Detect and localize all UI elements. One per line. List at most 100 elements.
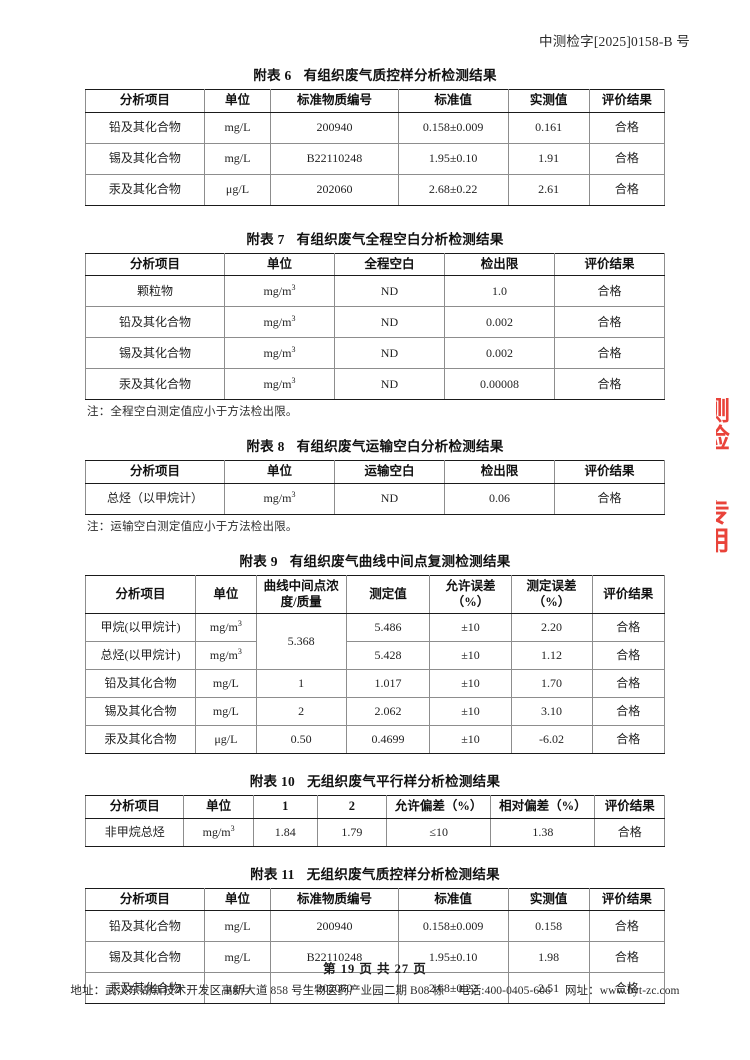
col-detection-limit: 检出限 <box>443 252 555 277</box>
cell-analysis-item: 颗粒物 <box>85 275 225 308</box>
cell-unit: mg/m3 <box>195 613 257 643</box>
cell-evaluation: 合格 <box>553 337 666 370</box>
col-full-blank: 全程空白 <box>333 252 445 277</box>
table-10: 分析项目 单位 1 2 允许偏差（%） 相对偏差（%） 评价结果 非甲烷总烃 m… <box>84 795 665 847</box>
col-measured-value: 实测值 <box>507 887 590 912</box>
cell-unit: mg/L <box>203 111 272 144</box>
col-measured-value: 实测值 <box>507 89 590 113</box>
col-evaluation: 评价结果 <box>591 574 666 615</box>
cell-standard-value: 1.95±0.10 <box>397 142 509 175</box>
footer-address: 地址：武汉东湖新技术开发区高新大道 858 号生物医药产业园二期 B08 栋 <box>70 985 445 997</box>
col-measured-error: 测定误差 （%） <box>510 574 593 615</box>
cell-analysis-item: 铅及其化合物 <box>85 306 225 339</box>
cell-unit: mg/L <box>203 142 272 175</box>
cell-evaluation: 合格 <box>591 669 666 699</box>
cell-measured-value: 0.161 <box>507 111 590 144</box>
table-9-label: 附表 9 <box>239 553 278 569</box>
table-row: 非甲烷总烃 mg/m3 1.84 1.79 ≤10 1.38 合格 <box>84 817 665 847</box>
cell-detection-limit: 0.002 <box>443 306 555 339</box>
col-unit: 单位 <box>223 460 335 484</box>
cell-analysis-item: 汞及其化合物 <box>85 725 196 755</box>
page-number: 第 19 页 共 27 页 <box>323 962 427 976</box>
cell-standard-value: 2.68±0.22 <box>397 173 509 206</box>
table-9-caption: 有组织废气曲线中间点复测检测结果 <box>289 553 511 569</box>
table-10-label: 附表 10 <box>249 774 296 790</box>
col-allowed-deviation: 允许偏差（%） <box>386 795 492 819</box>
table-10-title: 附表 10 无组织废气平行样分析检测结果 <box>85 770 665 790</box>
cell-allowed-error: ±10 <box>429 669 512 699</box>
cell-analysis-item: 总烃(以甲烷计) <box>85 641 196 671</box>
cell-analysis-item: 铅及其化合物 <box>85 910 205 943</box>
cell-sample-2: 1.79 <box>316 817 388 847</box>
col-reference-material-no: 标准物质编号 <box>270 887 399 912</box>
cell-evaluation: 合格 <box>588 111 666 144</box>
cell-sample-1: 1.84 <box>252 817 318 847</box>
table-row: 铅及其化合物 mg/L 200940 0.158±0.009 0.161 合格 <box>85 111 666 144</box>
cell-detection-limit: 0.00008 <box>443 368 555 401</box>
cell-reference-material-no: 202060 <box>270 972 399 1005</box>
cell-allowed-error: ±10 <box>429 641 512 671</box>
table-9-header-row: 分析项目 单位 曲线中间点浓 度/质量 测定值 允许误差 （%） 测定误差 （%） 评… <box>85 574 666 615</box>
col-detection-limit: 检出限 <box>443 460 555 484</box>
table-7-caption: 有组织废气全程空白分析检测结果 <box>296 231 504 247</box>
col-standard-value: 标准值 <box>397 89 509 113</box>
table-row: 总烃（以甲烷计） mg/m3 ND 0.06 合格 <box>85 482 666 515</box>
cell-detection-limit: 1.0 <box>443 275 555 308</box>
table-block-10: 附表 10 无组织废气平行样分析检测结果 分析项目 单位 1 2 允许偏差（%） … <box>84 770 665 847</box>
table-9-title: 附表 9 有组织废气曲线中间点复测检测结果 <box>85 550 665 570</box>
col-analysis-item: 分析项目 <box>84 795 185 819</box>
table-10-caption: 无组织废气平行样分析检测结果 <box>307 774 501 790</box>
table-11-label: 附表 11 <box>250 866 295 882</box>
cell-analysis-item: 非甲烷总烃 <box>84 817 185 847</box>
table-row: 铅及其化合物 mg/m3 ND 0.002 合格 <box>85 306 666 339</box>
cell-unit: μg/L <box>195 725 257 755</box>
cell-measured-value: 2.61 <box>507 173 590 206</box>
col-unit: 单位 <box>183 795 254 819</box>
cell-detection-limit: 0.002 <box>443 337 555 370</box>
cell-evaluation: 合格 <box>591 725 666 755</box>
table-11: 分析项目 单位 标准物质编号 标准值 实测值 评价结果 铅及其化合物 mg/L … <box>85 887 666 1005</box>
col-evaluation: 评价结果 <box>553 460 666 484</box>
col-sample-2: 2 <box>316 795 388 819</box>
table-block-8: 附表 8 有组织废气运输空白分析检测结果 分析项目 单位 运输空白 检出限 评价结… <box>85 435 666 534</box>
cell-analysis-item: 汞及其化合物 <box>85 972 205 1005</box>
table-block-6: 附表 6 有组织废气质控样分析检测结果 分析项目 单位 标准物质编号 标准值 实测… <box>85 64 666 206</box>
cell-unit: mg/m3 <box>223 337 335 370</box>
table-row: 锡及其化合物 mg/L B22110248 1.95±0.10 1.91 合格 <box>85 142 666 175</box>
cell-evaluation: 合格 <box>588 972 666 1005</box>
col-unit: 单位 <box>223 252 335 277</box>
col-evaluation: 评价结果 <box>588 89 666 113</box>
table-8-title: 附表 8 有组织废气运输空白分析检测结果 <box>85 435 665 455</box>
col-sample-1: 1 <box>252 795 318 819</box>
cell-reference-material-no: 200940 <box>270 111 399 144</box>
cell-standard-value: 0.158±0.009 <box>397 111 509 144</box>
cell-evaluation: 合格 <box>588 910 666 943</box>
cell-standard-value: 1.95±0.10 <box>397 941 509 974</box>
table-7: 分析项目 单位 全程空白 检出限 评价结果 颗粒物 mg/m3 ND 1.0 合… <box>85 252 666 401</box>
table-row: 汞及其化合物 mg/m3 ND 0.00008 合格 <box>85 368 666 401</box>
cell-unit: μg/L <box>203 972 272 1005</box>
cell-unit: mg/L <box>203 910 272 943</box>
table-row: 汞及其化合物 μg/L 202060 2.68±0.22 2.51 合格 <box>85 972 666 1005</box>
cell-allowed-error: ±10 <box>429 725 512 755</box>
table-6-label: 附表 6 <box>253 68 292 83</box>
cell-analysis-item: 汞及其化合物 <box>85 173 205 206</box>
table-11-caption: 无组织废气质控样分析检测结果 <box>306 866 500 882</box>
cell-curve-midpoint-merged: 5.368 <box>255 613 347 671</box>
cell-curve-midpoint: 1 <box>255 669 347 699</box>
cell-analysis-item: 汞及其化合物 <box>85 368 225 401</box>
cell-unit: mg/m3 <box>223 368 335 401</box>
cell-transport-blank: ND <box>333 482 445 515</box>
cell-reference-material-no: 202060 <box>270 173 399 206</box>
col-analysis-item: 分析项目 <box>85 252 225 277</box>
cell-measured-value: 1.017 <box>345 669 431 699</box>
cell-measured-error: 1.70 <box>510 669 593 699</box>
table-6-caption: 有组织废气质控样分析检测结果 <box>303 68 497 83</box>
table-11-header-row: 分析项目 单位 标准物质编号 标准值 实测值 评价结果 <box>85 887 666 912</box>
table-block-11: 附表 11 无组织废气质控样分析检测结果 分析项目 单位 标准物质编号 标准值 实… <box>85 863 666 1005</box>
table-6-title: 附表 6 有组织废气质控样分析检测结果 <box>85 64 665 84</box>
table-row: 铅及其化合物 mg/L 200940 0.158±0.009 0.158 合格 <box>85 910 666 943</box>
cell-evaluation: 合格 <box>553 275 666 308</box>
col-evaluation: 评价结果 <box>594 795 665 819</box>
col-analysis-item: 分析项目 <box>85 574 196 615</box>
